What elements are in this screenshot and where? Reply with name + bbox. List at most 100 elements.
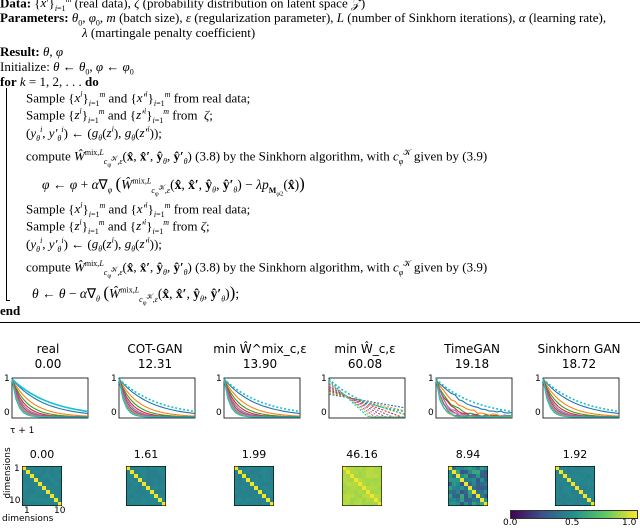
heatmap-cell [162, 494, 166, 499]
heatmap-cell [50, 478, 55, 483]
correlation-heatmap-3 [342, 466, 382, 506]
heatmap-cell [134, 486, 139, 491]
heatmap-cell [150, 478, 155, 483]
heatmap-cell [138, 498, 143, 503]
heatmap-cell [58, 502, 62, 506]
heatmap-cell [158, 502, 163, 506]
heatmap-cell [270, 498, 274, 503]
heatmap-cell [234, 494, 239, 499]
heatmap-cell [38, 474, 43, 479]
heatmap-cell [150, 498, 155, 503]
heatmap-cell [370, 474, 375, 479]
heatmap-cell [38, 502, 43, 506]
heatmap-cell [138, 474, 143, 479]
heatmap-cell [354, 482, 359, 487]
heatmap-cell [270, 478, 274, 483]
heatmap-cell [456, 482, 461, 487]
heatmap-cell [138, 466, 143, 471]
result-label: Result: [0, 44, 40, 59]
heatmap-cell [238, 490, 243, 495]
heatmap-cell [484, 498, 488, 503]
heatmap-cell [468, 486, 473, 491]
heatmap-ylabel: dimensions [3, 447, 13, 499]
heatmap-cell [575, 478, 580, 483]
autocorr-line [435, 379, 512, 418]
heatmap-cell [476, 494, 481, 499]
heatmap-cell [158, 466, 163, 471]
heatmap-cell [234, 498, 239, 503]
reference-line [223, 378, 301, 413]
autocorr-line [435, 379, 513, 414]
heatmap-cell [472, 486, 477, 491]
heatmap-cell [270, 486, 274, 491]
heatmap-cell [250, 498, 255, 503]
heatmap-cell [354, 490, 359, 495]
heatmap-cell [575, 486, 580, 491]
heatmap-cell [46, 486, 51, 491]
heatmap-cell [563, 470, 568, 475]
heatmap-cell [270, 474, 274, 479]
heatmap-cell [142, 502, 147, 506]
heatmap-cell [583, 478, 588, 483]
heatmap-cell [559, 502, 564, 506]
heatmap-cell [142, 482, 147, 487]
heatmap-cell [30, 478, 35, 483]
heatmap-cell [378, 466, 382, 471]
heatmap-cell [146, 478, 151, 483]
heatmap-cell [480, 466, 485, 471]
heatmap-cell [162, 490, 166, 495]
heatmap-cell [26, 466, 31, 471]
heatmap-cell [42, 486, 47, 491]
heatmap-cell [559, 498, 564, 503]
heatmap-cell [555, 490, 560, 495]
heatmap-cell [250, 490, 255, 495]
heatmap-cell [370, 478, 375, 483]
heatmap-cell [130, 478, 135, 483]
heatmap-cell [346, 470, 351, 475]
heatmap-cell [30, 470, 35, 475]
heatmap-cell [26, 502, 31, 506]
params-label: Parameters: [0, 10, 69, 25]
heatmap-cell [42, 490, 47, 495]
heatmap-cell [366, 490, 371, 495]
heatmap-cell [34, 494, 39, 499]
heatmap-cell [270, 482, 274, 487]
heatmap-cell [22, 470, 27, 475]
heatmap-cell [246, 498, 251, 503]
heatmap-cell [266, 494, 271, 499]
heatmap-cell [50, 502, 55, 506]
heatmap-cell [456, 486, 461, 491]
heatmap-cell [258, 474, 263, 479]
heatmap-cell [34, 498, 39, 503]
heatmap-cell [362, 502, 367, 506]
heatmap-cell [346, 494, 351, 499]
section-divider [0, 322, 640, 323]
heatmap-cell [370, 482, 375, 487]
heatmap-cell [362, 470, 367, 475]
heatmap-cell [150, 470, 155, 475]
heatmap-cell [270, 470, 274, 475]
heatmap-cell [134, 466, 139, 471]
heatmap-cell [238, 502, 243, 506]
heatmap-cell [258, 470, 263, 475]
heatmap-cell [238, 474, 243, 479]
heatmap-cell [456, 474, 461, 479]
heatmap-cell [258, 478, 263, 483]
x-axis-label: τ + 1 [10, 426, 35, 436]
heatmap-cell [254, 494, 259, 499]
heatmap-cell [46, 470, 51, 475]
y-tick-bottom: 0 [111, 408, 117, 418]
init-label: Initialize: [0, 59, 50, 74]
heatmap-cell [571, 498, 576, 503]
heatmap-cell [354, 474, 359, 479]
heatmap-cell [126, 486, 131, 491]
heatmap-cell [162, 498, 166, 503]
heatmap-cell [38, 470, 43, 475]
heatmap-cell [350, 470, 355, 475]
heatmap-cell [134, 502, 139, 506]
heatmap-cell [130, 498, 135, 503]
algo-data-line: Data: {xi}i=1m (real data), ζ (probabili… [0, 0, 366, 13]
heatmap-cell [575, 490, 580, 495]
heatmap-cell [242, 494, 247, 499]
heatmap-cell [476, 482, 481, 487]
